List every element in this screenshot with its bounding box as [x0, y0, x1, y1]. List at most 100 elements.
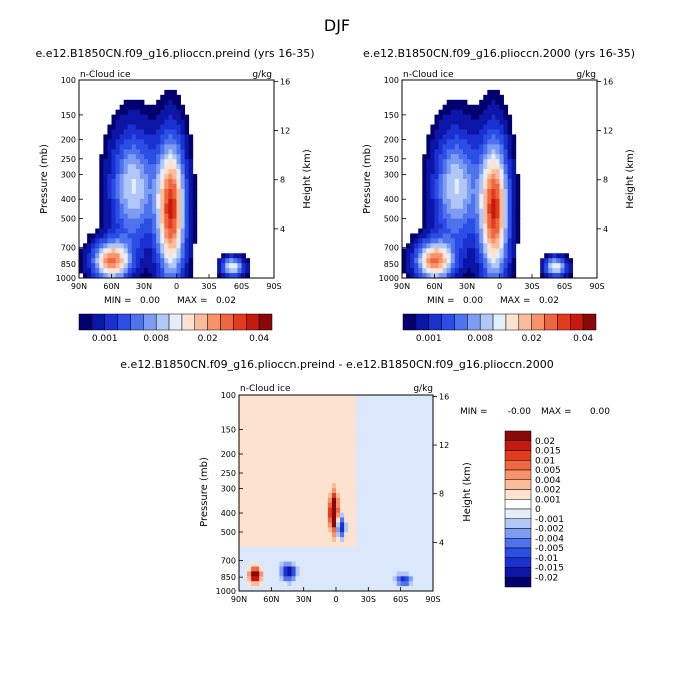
stat-max-value: 0.02 — [216, 296, 236, 306]
stats: MIN = 0.00 MAX = 0.02 — [427, 296, 559, 306]
colorbar: 0.020.0150.010.0050.0040.0020.0010-0.001… — [504, 430, 564, 588]
y-tick-label: 300 — [384, 170, 399, 179]
y-tick-label: 250 — [384, 155, 399, 164]
stat-min-label: MIN = — [460, 407, 488, 417]
colorbar-label: 0.004 — [535, 476, 561, 486]
x-tick-label: 60S — [234, 282, 249, 291]
colorbar-box — [492, 313, 507, 331]
stat-max-label: MAX = — [177, 296, 208, 306]
x-tick-label: 60N — [263, 595, 279, 604]
field-cells — [402, 89, 574, 279]
panel-preind: e.e12.B1850CN.f09_g16.plioccn.preind (yr… — [35, 47, 314, 344]
colorbar-box — [504, 567, 532, 578]
colorbar-box — [479, 313, 494, 331]
plot-area: 90N 60N 30N 0 30S 60S 90S 100 150 200 250 300 400 500… — [216, 391, 450, 604]
colorbar-box — [258, 313, 273, 331]
y2-tick-label: 16 — [280, 77, 290, 86]
colorbar-box — [78, 313, 93, 331]
y2-tick-label: 16 — [439, 392, 449, 401]
y-tick-label: 700 — [384, 243, 399, 252]
units-label: g/kg — [252, 70, 272, 80]
y2-tick-label: 4 — [603, 225, 608, 234]
y-axis-label: Pressure (mb) — [39, 144, 50, 214]
colorbar-box — [504, 577, 532, 588]
y2-tick-label: 8 — [603, 176, 608, 185]
units-label: g/kg — [413, 384, 433, 394]
colorbar-label: 0.008 — [467, 334, 493, 344]
colorbar-label: 0.015 — [535, 447, 561, 457]
stat-min-label: MIN = — [427, 296, 455, 306]
x-tick-label: 30S — [201, 282, 216, 291]
colorbar-box — [504, 489, 532, 500]
colorbar-box — [168, 313, 183, 331]
colorbar-box — [531, 313, 545, 331]
x-tick-label: 0 — [174, 282, 179, 291]
stat-max-value: 0.02 — [539, 296, 559, 306]
colorbar-box — [504, 450, 532, 461]
colorbar-label: 0.001 — [416, 334, 442, 344]
stat-min-value: -0.00 — [508, 407, 532, 417]
x-tick-label: 0 — [497, 282, 502, 291]
y-tick-label: 500 — [61, 214, 76, 223]
x-tick-label: 0 — [333, 595, 338, 604]
colorbar-label: -0.002 — [535, 525, 564, 535]
x-tick-label: 30N — [136, 282, 152, 291]
y-tick-label: 200 — [221, 450, 236, 459]
colorbar: 0.001 0.008 0.02 0.04 — [402, 313, 597, 344]
panel-2000: e.e12.B1850CN.f09_g16.plioccn.2000 (yrs … — [362, 47, 636, 344]
colorbar-label: 0.02 — [522, 334, 542, 344]
colorbar-label: -0.005 — [535, 544, 564, 554]
colorbar-box — [504, 557, 532, 568]
colorbar-box — [518, 313, 532, 331]
colorbar-box — [504, 547, 532, 558]
y2-tick-label: 8 — [439, 490, 444, 499]
colorbar-box — [504, 508, 532, 519]
stat-max-label: MAX = — [541, 407, 572, 417]
colorbar-box — [91, 313, 105, 331]
colorbar-box — [505, 313, 520, 331]
colorbar-label: 0.01 — [535, 456, 555, 466]
y2-axis-label: Height (km) — [302, 149, 313, 209]
colorbar-box — [504, 499, 532, 510]
y2-tick-label: 12 — [439, 441, 449, 450]
x-tick-label: 60S — [393, 595, 408, 604]
field-cells — [79, 89, 251, 279]
x-tick-label: 30S — [524, 282, 539, 291]
y-tick-label: 1000 — [56, 274, 76, 283]
plot-area: 90N 60N 30N 0 30S 60S 90S 100 150 200 250 300 400 500… — [56, 76, 291, 291]
colorbar-label: -0.01 — [535, 554, 558, 564]
y-tick-label: 850 — [61, 260, 76, 269]
field-cells — [239, 395, 434, 592]
colorbar-label: 0.001 — [92, 334, 118, 344]
y-tick-label: 150 — [61, 111, 76, 120]
y-tick-label: 250 — [221, 469, 236, 478]
colorbar-box — [207, 313, 221, 331]
colorbar-box — [415, 313, 429, 331]
x-tick-label: 90S — [589, 282, 604, 291]
colorbar-box — [454, 313, 468, 331]
y2-tick-label: 4 — [280, 225, 285, 234]
y-tick-label: 500 — [384, 214, 399, 223]
x-tick-label: 90N — [394, 282, 410, 291]
y-tick-label: 500 — [221, 528, 236, 537]
colorbar-box — [504, 469, 532, 480]
stat-max-value: 0.00 — [590, 407, 610, 417]
colorbar-box — [467, 313, 481, 331]
y2-axis-label: Height (km) — [625, 149, 636, 209]
colorbar-box — [441, 313, 455, 331]
colorbar-box — [582, 313, 597, 331]
y-tick-label: 400 — [384, 195, 399, 204]
panel-title: e.e12.B1850CN.f09_g16.plioccn.preind (yr… — [35, 47, 314, 60]
y-tick-label: 1000 — [216, 587, 236, 596]
x-tick-label: 30S — [361, 595, 376, 604]
colorbar-box — [504, 479, 532, 490]
colorbar-box — [117, 313, 131, 331]
colorbar-box — [570, 313, 584, 331]
y-tick-label: 150 — [221, 426, 236, 435]
x-tick-label: 90N — [71, 282, 87, 291]
x-tick-label: 30N — [296, 595, 312, 604]
plot-area: 90N 60N 30N 0 30S 60S 90S 100 150 200 250 300 400 500… — [379, 76, 614, 291]
colorbar: 0.001 0.008 0.02 0.04 — [78, 313, 273, 344]
units-label: g/kg — [576, 70, 596, 80]
y-tick-label: 300 — [221, 485, 236, 494]
